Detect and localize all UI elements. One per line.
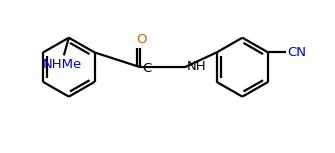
Text: NH: NH xyxy=(187,60,206,73)
Text: CN: CN xyxy=(287,46,306,59)
Text: C: C xyxy=(142,62,151,75)
Text: NHMe: NHMe xyxy=(42,58,81,71)
Text: O: O xyxy=(136,33,146,46)
